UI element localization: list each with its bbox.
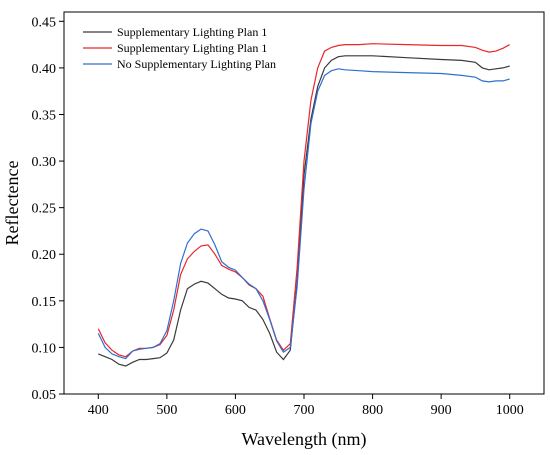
y-tick-label: 0.05 xyxy=(32,388,57,403)
y-axis-title: Reflectence xyxy=(2,161,22,246)
y-tick-label: 0.45 xyxy=(32,15,57,30)
x-tick-label: 600 xyxy=(225,403,246,418)
legend-label-2: Supplementary Lighting Plan 1 xyxy=(117,41,267,55)
x-tick-label: 700 xyxy=(294,403,315,418)
series-line-2 xyxy=(97,43,510,358)
y-tick-label: 0.40 xyxy=(32,62,57,77)
x-tick-label: 400 xyxy=(88,403,109,418)
series-layer xyxy=(97,43,510,367)
y-tick-label: 0.10 xyxy=(32,341,57,356)
series-line-1 xyxy=(98,55,510,367)
legend: Supplementary Lighting Plan 1 Supplementa… xyxy=(83,25,276,71)
x-tick-label: 900 xyxy=(431,403,452,418)
x-tick-label: 1000 xyxy=(496,403,524,418)
x-tick-label: 500 xyxy=(156,403,177,418)
axis-ticks: 400 500 600 700 800 900 1000 0.05 0.10 0.15 0.20 0.… xyxy=(32,15,524,418)
legend-label-1: Supplementary Lighting Plan 1 xyxy=(117,25,267,39)
x-axis-title: Wavelength (nm) xyxy=(241,429,366,450)
y-tick-label: 0.35 xyxy=(32,108,57,123)
y-tick-label: 0.15 xyxy=(32,295,57,310)
legend-label-3: No Supplementary Lighting Plan xyxy=(117,57,276,71)
series-line-3 xyxy=(97,68,510,360)
y-tick-label: 0.25 xyxy=(32,202,57,217)
y-tick-label: 0.20 xyxy=(32,248,57,263)
y-tick-label: 0.30 xyxy=(32,155,57,170)
x-tick-label: 800 xyxy=(362,403,383,418)
